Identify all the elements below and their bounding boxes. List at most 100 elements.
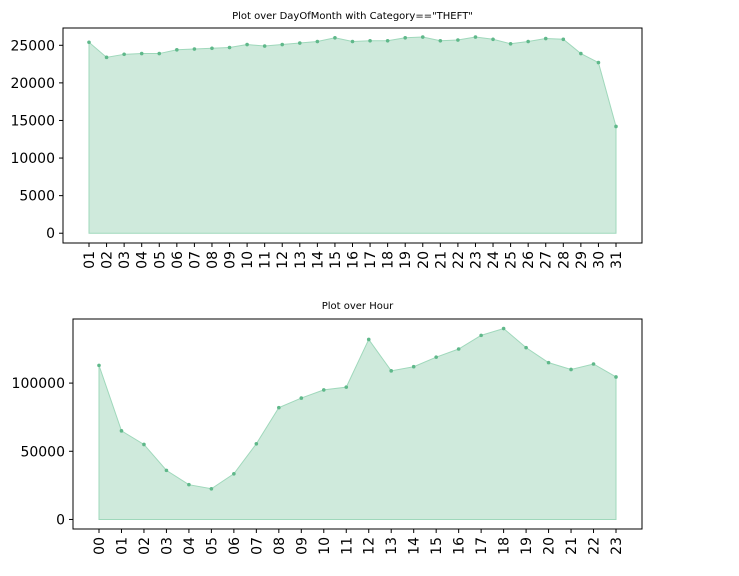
x-tick-label: 23 [609, 537, 625, 555]
x-tick-label: 19 [519, 537, 535, 555]
data-point [298, 41, 302, 45]
data-point [280, 42, 285, 47]
x-tick-label: 21 [564, 537, 580, 555]
data-point [569, 367, 573, 372]
x-tick-label: 10 [240, 251, 256, 269]
x-tick-label: 03 [117, 251, 133, 269]
data-point [411, 364, 416, 369]
data-point [227, 45, 232, 50]
data-point [420, 35, 425, 39]
x-tick-label: 29 [574, 251, 590, 269]
x-tick-label: 01 [82, 251, 98, 269]
x-tick-label: 22 [451, 251, 467, 269]
x-tick-label: 20 [416, 251, 432, 269]
x-tick-label: 17 [363, 251, 379, 269]
area-series [88, 36, 617, 234]
chart-day-of-month: Plot over DayOfMonth with Category=="THE… [10, 11, 643, 269]
x-tick-label: 10 [317, 537, 333, 555]
y-tick-label: 100000 [12, 376, 65, 392]
data-point [614, 124, 618, 129]
data-point [473, 35, 478, 39]
data-point [192, 47, 197, 51]
x-tick-label: 31 [609, 251, 625, 269]
x-tick-label: 15 [429, 537, 445, 555]
x-tick-label: 27 [539, 251, 555, 269]
data-point [87, 40, 91, 45]
x-tick-label: 23 [468, 251, 484, 269]
data-point [157, 51, 162, 56]
x-tick-label: 02 [137, 537, 153, 555]
data-point [104, 55, 109, 60]
data-point [333, 35, 337, 40]
x-tick-label: 13 [384, 537, 400, 555]
data-point [344, 385, 349, 389]
data-point [479, 333, 483, 338]
data-point [385, 38, 390, 43]
y-tick-label: 20000 [10, 76, 55, 92]
data-point [299, 396, 304, 400]
data-point [491, 37, 495, 42]
data-point [262, 44, 267, 48]
area-series [98, 327, 617, 520]
x-tick-label: 18 [497, 537, 513, 555]
x-tick-label: 07 [249, 537, 265, 555]
data-point [187, 482, 191, 487]
data-point [438, 38, 443, 43]
data-point [142, 442, 146, 447]
data-point [596, 60, 601, 65]
data-point [501, 326, 506, 331]
data-point [119, 429, 124, 433]
data-point [543, 36, 548, 41]
x-tick-label: 12 [275, 251, 291, 269]
chart-title: Plot over Hour [322, 301, 394, 312]
x-tick-label: 14 [310, 251, 326, 269]
data-point [209, 486, 214, 491]
y-tick-label: 15000 [10, 113, 55, 129]
x-tick-label: 04 [135, 251, 151, 269]
x-tick-label: 00 [92, 537, 108, 555]
data-point [456, 38, 460, 42]
data-point [139, 51, 144, 56]
x-tick-label: 11 [258, 251, 274, 269]
chart-title: Plot over DayOfMonth with Category=="THE… [232, 11, 473, 22]
data-point [456, 347, 461, 351]
x-tick-label: 07 [187, 251, 203, 269]
x-tick-label: 09 [223, 251, 239, 269]
data-point [561, 37, 566, 42]
x-tick-label: 26 [521, 251, 537, 269]
x-tick-label: 18 [381, 251, 397, 269]
x-tick-label: 02 [100, 251, 116, 269]
data-point [122, 52, 126, 57]
data-point [175, 48, 179, 52]
data-point [403, 35, 408, 40]
x-tick-label: 17 [474, 537, 490, 555]
x-tick-label: 16 [452, 537, 468, 555]
y-tick-label: 5000 [19, 189, 55, 205]
x-tick-label: 20 [542, 537, 558, 555]
data-point [315, 39, 320, 44]
x-tick-label: 05 [152, 251, 168, 269]
data-point [434, 355, 438, 359]
y-tick-label: 25000 [10, 38, 55, 54]
data-point [366, 337, 371, 342]
x-tick-label: 28 [556, 251, 572, 269]
data-point [97, 363, 101, 368]
x-tick-label: 21 [433, 251, 449, 269]
data-point [350, 39, 355, 44]
x-tick-label: 11 [339, 537, 355, 555]
x-tick-label: 03 [159, 537, 175, 555]
x-tick-label: 24 [486, 251, 502, 269]
data-point [579, 51, 583, 56]
data-point [546, 360, 551, 365]
x-tick-label: 22 [587, 537, 603, 555]
data-point [389, 369, 394, 373]
x-tick-label: 25 [504, 251, 520, 269]
x-tick-label: 15 [328, 251, 344, 269]
plot-frame [72, 318, 643, 530]
x-tick-label: 12 [362, 537, 378, 555]
x-tick-label: 14 [407, 537, 423, 555]
x-tick-label: 04 [182, 537, 198, 555]
data-point [232, 471, 236, 476]
x-tick-label: 08 [272, 537, 288, 555]
